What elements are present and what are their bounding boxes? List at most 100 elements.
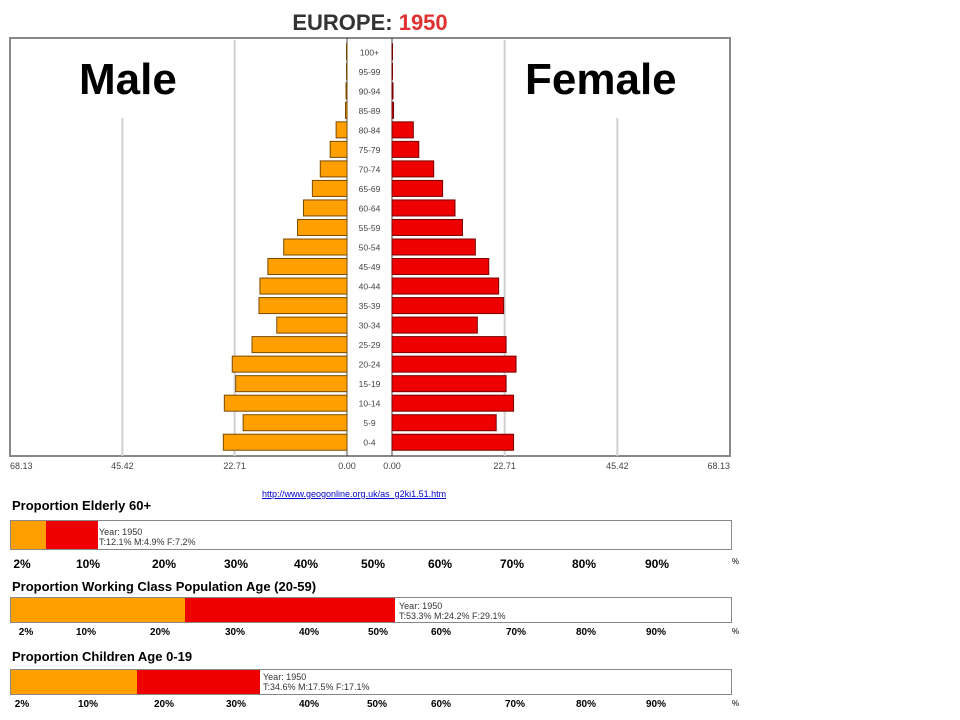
female-bar-20-24 bbox=[391, 355, 517, 373]
x-tick-right: 0.00 bbox=[383, 461, 401, 471]
female-bar-90-94 bbox=[391, 82, 394, 100]
axis-tick: 10% bbox=[77, 699, 99, 710]
working-female-segment bbox=[185, 598, 395, 622]
axis-tick: 50% bbox=[360, 557, 386, 571]
age-label-85-89: 85-89 bbox=[359, 106, 381, 116]
axis-tick: 50% bbox=[366, 699, 388, 710]
x-tick-left: 68.13 bbox=[10, 461, 33, 471]
female-bar-45-49 bbox=[391, 258, 490, 276]
axis-tick: 2% bbox=[18, 627, 34, 638]
male-bar-20-24 bbox=[231, 355, 348, 373]
x-tick-left: 45.42 bbox=[111, 461, 134, 471]
age-label-30-34: 30-34 bbox=[359, 321, 381, 331]
axis-tick: % bbox=[731, 557, 739, 566]
age-label-95-99: 95-99 bbox=[359, 67, 381, 77]
female-bar-70-74 bbox=[391, 160, 435, 178]
axis-tick: 20% bbox=[153, 699, 175, 710]
working-male-segment bbox=[11, 598, 187, 622]
axis-tick: % bbox=[731, 699, 739, 708]
age-label-80-84: 80-84 bbox=[359, 125, 381, 135]
female-bar-60-64 bbox=[391, 199, 456, 217]
axis-tick: 70% bbox=[505, 627, 527, 638]
age-label-100+: 100+ bbox=[360, 47, 379, 57]
female-bar-35-39 bbox=[391, 297, 505, 315]
age-label-55-59: 55-59 bbox=[359, 223, 381, 233]
female-bar-10-14 bbox=[391, 394, 515, 412]
age-label-40-44: 40-44 bbox=[359, 282, 381, 292]
elderly-values-text: T:12.1% M:4.9% F:7.2% bbox=[99, 537, 196, 547]
proportion-working-bar: Year: 1950 T:53.3% M:24.2% F:29.1% bbox=[10, 597, 732, 623]
female-bar-85-89 bbox=[391, 101, 394, 119]
male-bar-70-74 bbox=[319, 160, 348, 178]
axis-tick: 60% bbox=[427, 557, 453, 571]
axis-tick: 80% bbox=[571, 557, 597, 571]
age-label-20-24: 20-24 bbox=[359, 360, 381, 370]
elderly-female-segment bbox=[46, 521, 99, 549]
axis-tick: 20% bbox=[149, 627, 171, 638]
age-label-90-94: 90-94 bbox=[359, 86, 381, 96]
axis-tick: 10% bbox=[75, 557, 101, 571]
male-bar-55-59 bbox=[297, 218, 348, 236]
age-label-5-9: 5-9 bbox=[363, 418, 376, 428]
male-bar-40-44 bbox=[259, 277, 348, 295]
axis-tick: 60% bbox=[430, 699, 452, 710]
population-pyramid: 0-4 5-9 10-14 15-19 20-24 25-29 30-34 35-39 40-4… bbox=[9, 37, 731, 471]
children-values-text: T:34.6% M:17.5% F:17.1% bbox=[263, 682, 370, 692]
proportion-elderly-bar: Year: 1950 T:12.1% M:4.9% F:7.2% bbox=[10, 520, 732, 550]
proportion-children-bar: Year: 1950 T:34.6% M:17.5% F:17.1% bbox=[10, 669, 732, 695]
female-bar-30-34 bbox=[391, 316, 478, 334]
title-year: 1950 bbox=[398, 10, 448, 35]
axis-tick: 50% bbox=[367, 627, 389, 638]
axis-tick: 70% bbox=[504, 699, 526, 710]
axis-tick: 30% bbox=[225, 699, 247, 710]
proportion-children-title: Proportion Children Age 0-19 bbox=[12, 649, 193, 664]
proportion-elderly-title: Proportion Elderly 60+ bbox=[12, 498, 152, 513]
male-bar-60-64 bbox=[302, 199, 348, 217]
axis-tick: 90% bbox=[644, 557, 670, 571]
children-year-text: Year: 1950 bbox=[263, 672, 307, 682]
male-bar-30-34 bbox=[276, 316, 348, 334]
axis-tick: 2% bbox=[14, 699, 30, 710]
axis-tick: 60% bbox=[430, 627, 452, 638]
axis-tick: % bbox=[731, 627, 739, 636]
male-bar-90-94 bbox=[345, 82, 348, 100]
age-label-70-74: 70-74 bbox=[359, 164, 381, 174]
female-bar-80-84 bbox=[391, 121, 414, 139]
source-link[interactable]: http://www.geogonline.org.uk/as_g2ki1.51… bbox=[262, 489, 447, 499]
working-axis: 2% 10% 20% 30% 40% 50% 60% 70% 80% 90%% bbox=[0, 627, 740, 643]
title-prefix: EUROPE: bbox=[292, 10, 393, 35]
elderly-axis: 2% 10% 20% 30% 40% 50% 60% 70% 80% 90%% bbox=[0, 557, 740, 573]
male-bar-45-49 bbox=[267, 258, 348, 276]
axis-tick: 40% bbox=[298, 699, 320, 710]
x-tick-right: 22.71 bbox=[493, 461, 516, 471]
age-label-75-79: 75-79 bbox=[359, 145, 381, 155]
children-axis: 2% 10% 20% 30% 40% 50% 60% 70% 80% 90%% bbox=[0, 699, 740, 715]
male-bar-85-89 bbox=[345, 101, 348, 119]
male-bar-80-84 bbox=[335, 121, 348, 139]
age-label-50-54: 50-54 bbox=[359, 243, 381, 253]
axis-tick: 10% bbox=[75, 627, 97, 638]
axis-tick: 80% bbox=[575, 627, 597, 638]
female-bar-55-59 bbox=[391, 218, 463, 236]
male-bar-75-79 bbox=[329, 140, 348, 158]
male-bar-10-14 bbox=[223, 394, 348, 412]
x-tick-left: 0.00 bbox=[338, 461, 356, 471]
children-male-segment bbox=[11, 670, 138, 694]
working-values-text: T:53.3% M:24.2% F:29.1% bbox=[399, 611, 506, 621]
proportion-working-title: Proportion Working Class Population Age … bbox=[12, 579, 317, 594]
axis-tick: 20% bbox=[151, 557, 177, 571]
female-bar-40-44 bbox=[391, 277, 500, 295]
age-label-15-19: 15-19 bbox=[359, 379, 381, 389]
axis-tick: 90% bbox=[645, 627, 667, 638]
age-label-25-29: 25-29 bbox=[359, 340, 381, 350]
female-label: Female bbox=[525, 55, 677, 104]
female-bar-25-29 bbox=[391, 336, 507, 354]
male-bar-35-39 bbox=[258, 297, 348, 315]
children-female-segment bbox=[137, 670, 261, 694]
age-label-65-69: 65-69 bbox=[359, 184, 381, 194]
female-bar-50-54 bbox=[391, 238, 476, 256]
female-bar-15-19 bbox=[391, 375, 507, 393]
female-bar-75-79 bbox=[391, 140, 420, 158]
x-tick-right: 45.42 bbox=[606, 461, 629, 471]
female-bar-65-69 bbox=[391, 179, 444, 197]
